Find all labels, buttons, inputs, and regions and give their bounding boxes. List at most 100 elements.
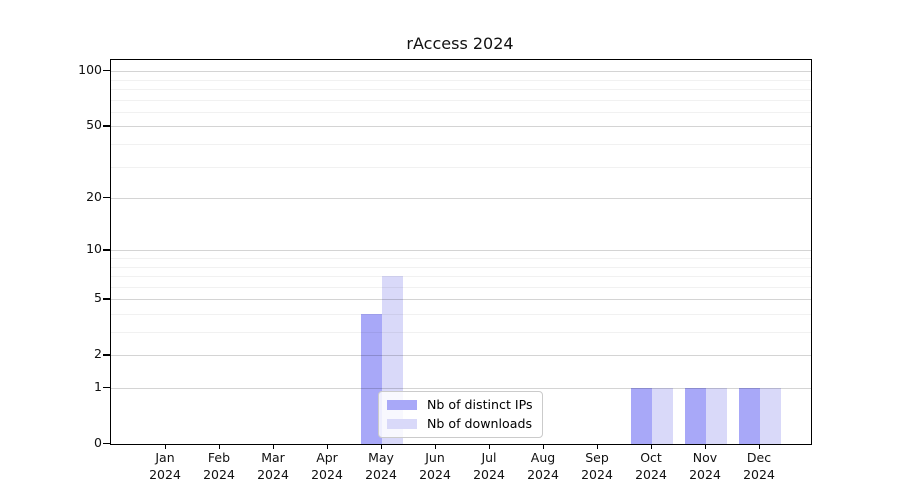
legend: Nb of distinct IPs Nb of downloads: [378, 391, 543, 438]
x-tick-mark: [165, 443, 167, 449]
x-tick-label-line: Oct: [640, 450, 662, 465]
x-tick-label-line: 2024: [257, 466, 289, 482]
x-tick-label: Jun 2024: [403, 450, 467, 483]
plot-area: [110, 59, 812, 445]
x-tick-label-line: 2024: [635, 466, 667, 482]
x-tick-label-line: 2024: [527, 466, 559, 482]
bar-downloads-dec-2024: [760, 388, 781, 444]
legend-label: Nb of distinct IPs: [427, 397, 533, 412]
x-tick-mark: [651, 443, 653, 449]
legend-item: Nb of distinct IPs: [387, 396, 533, 413]
x-tick-label-line: 2024: [581, 466, 613, 482]
y-minor-gridline: [111, 266, 811, 268]
y-major-gridline: [111, 198, 811, 200]
x-tick-label: Oct 2024: [619, 450, 683, 483]
y-major-gridline: [111, 355, 811, 357]
y-minor-gridline: [111, 144, 811, 145]
bar-downloads-nov-2024: [706, 388, 727, 444]
x-tick-label-line: Sep: [585, 450, 609, 465]
y-tick-label: 5: [94, 290, 102, 306]
y-tick-label: 10: [86, 241, 102, 257]
x-tick-label: Aug 2024: [511, 450, 575, 483]
y-minor-gridline: [111, 99, 811, 101]
y-major-gridline: [111, 299, 811, 301]
y-tick-mark: [103, 125, 110, 127]
x-tick-mark: [489, 443, 491, 449]
x-tick-label-line: Dec: [746, 450, 772, 465]
y-tick-mark: [103, 443, 110, 445]
x-tick-label: Dec 2024: [727, 450, 791, 483]
y-minor-gridline: [111, 79, 811, 81]
y-tick-mark: [103, 387, 110, 389]
y-minor-gridline: [111, 166, 811, 168]
x-tick-label: Sep 2024: [565, 450, 629, 483]
x-tick-label: Feb 2024: [187, 450, 251, 483]
y-minor-gridline: [111, 89, 811, 90]
x-tick-mark: [597, 443, 599, 449]
x-tick-label: Jan 2024: [133, 450, 197, 483]
y-tick-label: 50: [86, 117, 102, 133]
x-tick-label: May 2024: [349, 450, 413, 483]
bar-distinct-ips-nov-2024: [685, 388, 706, 444]
y-tick-mark: [103, 249, 110, 251]
legend-label: Nb of downloads: [427, 416, 533, 431]
x-tick-label: Jul 2024: [457, 450, 521, 483]
x-tick-mark: [381, 443, 383, 449]
y-tick-label: 100: [78, 62, 102, 78]
x-tick-label-line: Jun: [425, 450, 445, 465]
x-tick-mark: [273, 443, 275, 449]
y-minor-gridline: [111, 286, 811, 288]
y-tick-label: 20: [86, 189, 102, 205]
x-tick-label-line: 2024: [473, 466, 505, 482]
y-tick-mark: [103, 70, 110, 72]
x-tick-label-line: Feb: [207, 450, 231, 465]
y-minor-gridline: [111, 332, 811, 333]
y-major-gridline: [111, 126, 811, 128]
x-tick-mark: [759, 443, 761, 449]
y-major-gridline: [111, 250, 811, 252]
y-minor-gridline: [111, 276, 811, 278]
y-minor-gridline: [111, 313, 811, 315]
x-tick-label-line: 2024: [311, 466, 343, 482]
x-tick-label-line: Aug: [530, 450, 556, 465]
x-tick-label: Mar 2024: [241, 450, 305, 483]
chart-title: rAccess 2024: [406, 34, 514, 53]
bar-downloads-oct-2024: [652, 388, 673, 444]
y-tick-mark: [103, 197, 110, 199]
x-tick-label-line: 2024: [743, 466, 775, 482]
x-tick-mark: [705, 443, 707, 449]
x-tick-label: Apr 2024: [295, 450, 359, 483]
x-tick-label-line: Nov: [692, 450, 718, 465]
bar-distinct-ips-oct-2024: [631, 388, 652, 444]
y-tick-mark: [103, 354, 110, 356]
legend-item: Nb of downloads: [387, 415, 533, 432]
y-tick-mark: [103, 298, 110, 300]
y-tick-label: 0: [94, 435, 102, 450]
y-tick-label: 2: [94, 346, 102, 362]
x-tick-label-line: 2024: [149, 466, 181, 482]
x-tick-mark: [327, 443, 329, 449]
x-tick-label-line: 2024: [365, 466, 397, 482]
x-tick-label: Nov 2024: [673, 450, 737, 483]
x-tick-label-line: 2024: [419, 466, 451, 482]
legend-swatch-distinct-ips: [387, 399, 417, 410]
y-minor-gridline: [111, 111, 811, 113]
x-tick-label-line: Apr: [316, 450, 338, 465]
y-major-gridline: [111, 388, 811, 389]
y-minor-gridline: [111, 257, 811, 259]
bar-distinct-ips-dec-2024: [739, 388, 760, 444]
x-tick-mark: [219, 443, 221, 449]
x-tick-label-line: Jul: [481, 450, 497, 465]
y-tick-label: 1: [94, 379, 102, 394]
bar-distinct-ips-may-2024: [361, 313, 382, 444]
y-major-gridline: [111, 71, 811, 73]
x-tick-label-line: 2024: [203, 466, 235, 482]
x-tick-label-line: May: [368, 450, 394, 465]
x-tick-mark: [435, 443, 437, 449]
legend-swatch-downloads: [387, 418, 417, 429]
x-tick-label-line: Jan: [155, 450, 175, 465]
x-tick-label-line: Mar: [261, 450, 285, 465]
x-tick-label-line: 2024: [689, 466, 721, 482]
x-tick-mark: [543, 443, 545, 449]
